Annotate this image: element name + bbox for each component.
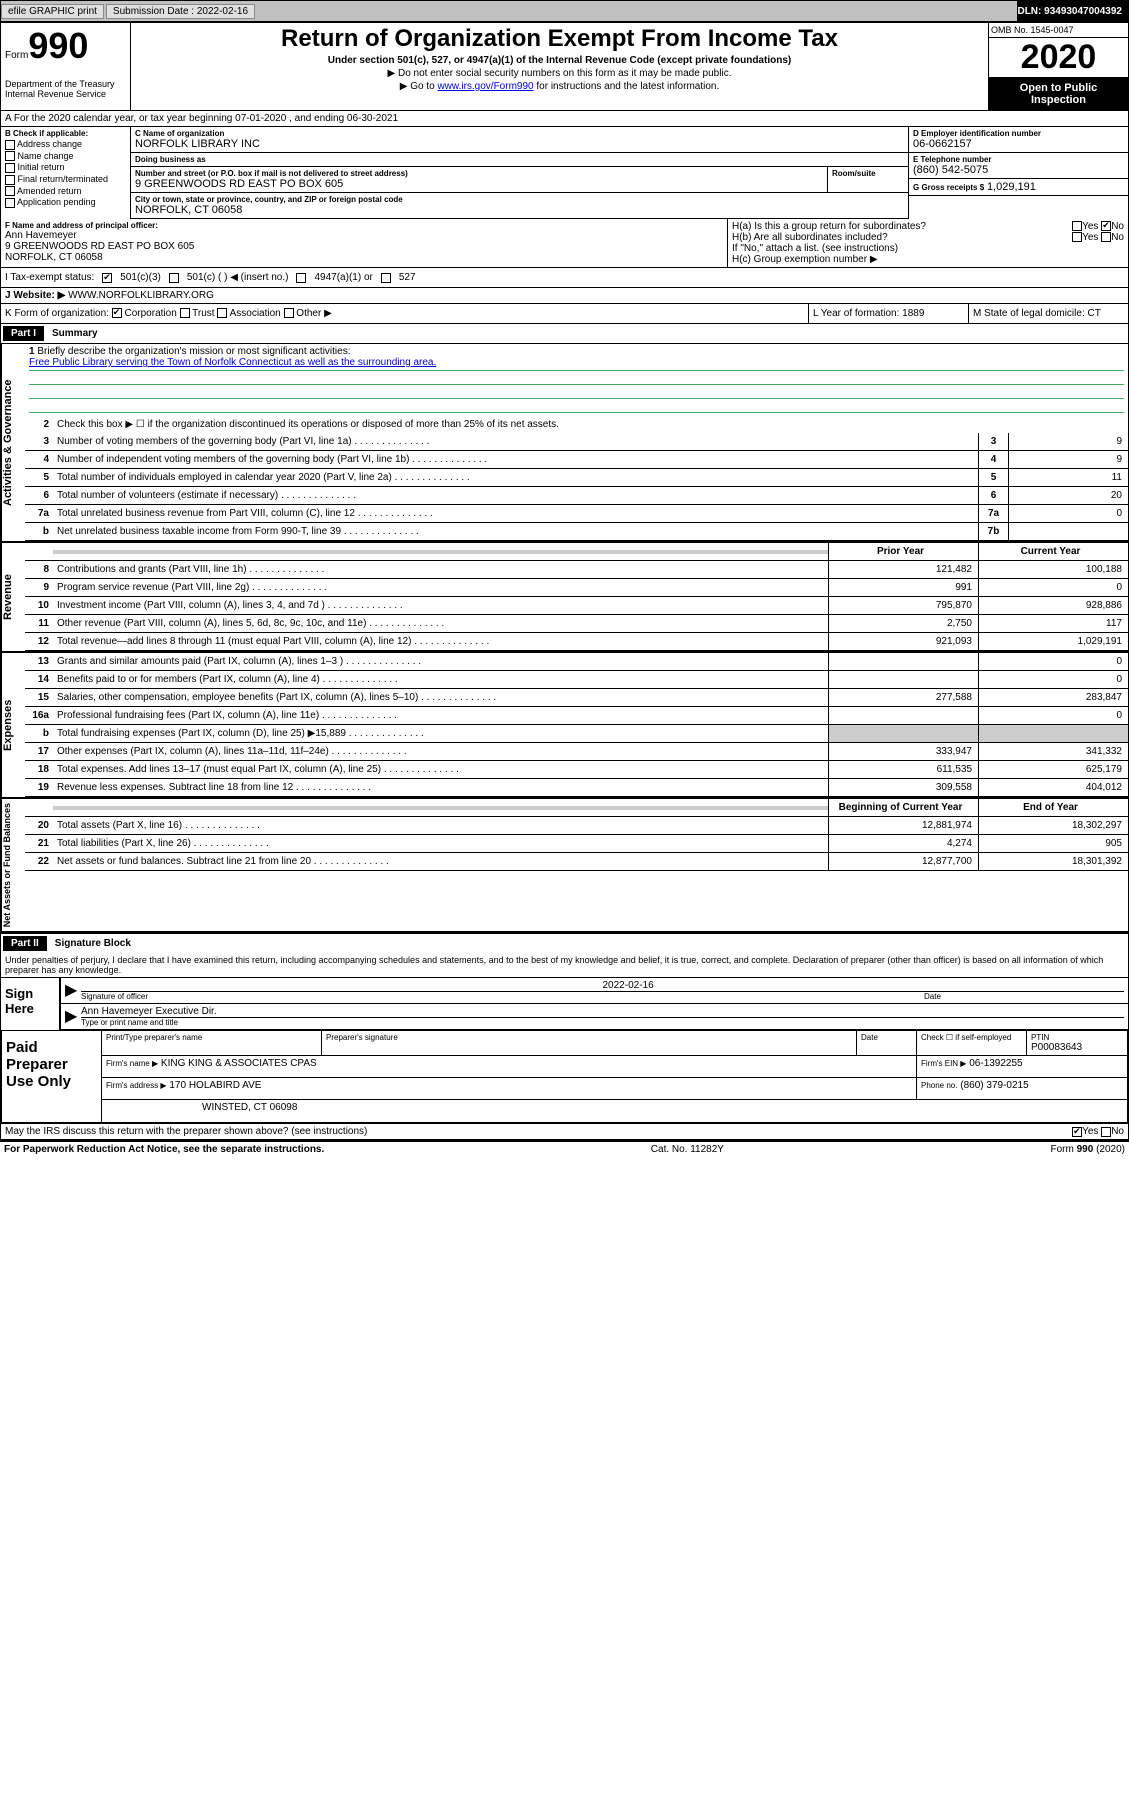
efile-btn[interactable]: efile GRAPHIC print [1, 4, 104, 19]
instr-2: ▶ Go to www.irs.gov/Form990 for instruct… [137, 81, 982, 92]
gross-receipts: 1,029,191 [987, 181, 1036, 193]
instr-1: ▶ Do not enter social security numbers o… [137, 68, 982, 79]
footer: For Paperwork Reduction Act Notice, see … [0, 1140, 1129, 1157]
ein: 06-0662157 [913, 138, 1124, 150]
row-k: K Form of organization: Corporation Trus… [0, 304, 1129, 324]
side-expenses: Expenses [1, 653, 25, 797]
form-title: Return of Organization Exempt From Incom… [137, 25, 982, 53]
street: 9 GREENWOODS RD EAST PO BOX 605 [135, 178, 823, 190]
form-number: Form990 [5, 25, 126, 67]
row-i: I Tax-exempt status: 501(c)(3) 501(c) ( … [0, 268, 1129, 288]
officer-name: Ann Havemeyer [5, 230, 723, 241]
officer-name-title: Ann Havemeyer Executive Dir. [81, 1006, 1124, 1018]
form-subtitle: Under section 501(c), 527, or 4947(a)(1)… [137, 55, 982, 66]
row-j: J Website: ▶ WWW.NORFOLKLIBRARY.ORG [0, 288, 1129, 304]
website: WWW.NORFOLKLIBRARY.ORG [68, 290, 214, 301]
topbar: efile GRAPHIC print Submission Date : 20… [0, 0, 1129, 22]
open-inspection: Open to Public Inspection [989, 78, 1128, 110]
side-netassets: Net Assets or Fund Balances [1, 799, 25, 931]
paid-preparer: Paid Preparer Use Only [2, 1031, 102, 1122]
mission-text: Free Public Library serving the Town of … [29, 357, 1124, 371]
instr-link[interactable]: www.irs.gov/Form990 [437, 81, 533, 92]
state-domicile: CT [1088, 308, 1101, 319]
col-c: C Name of organizationNORFOLK LIBRARY IN… [131, 127, 908, 219]
col-b: B Check if applicable: Address change Na… [1, 127, 131, 219]
form-header: Form990 Department of the Treasury Inter… [0, 22, 1129, 111]
omb: OMB No. 1545-0047 [989, 23, 1128, 38]
row-fg: F Name and address of principal officer:… [0, 219, 1129, 268]
part-2: Part IISignature Block Under penalties o… [0, 932, 1129, 1140]
identity-grid: B Check if applicable: Address change Na… [0, 127, 1129, 219]
dln: DLN: 93493047004392 [1017, 1, 1128, 21]
firm-ein: 06-1392255 [969, 1058, 1022, 1069]
phone: (860) 542-5075 [913, 164, 1124, 176]
ptin: P00083643 [1031, 1042, 1123, 1053]
submission-btn[interactable]: Submission Date : 2022-02-16 [106, 4, 255, 19]
row-a: A For the 2020 calendar year, or tax yea… [0, 111, 1129, 127]
city: NORFOLK, CT 06058 [135, 204, 904, 216]
side-governance: Activities & Governance [1, 344, 25, 541]
firm-phone: (860) 379-0215 [960, 1080, 1028, 1091]
part-1: Part ISummary Activities & Governance 1 … [0, 324, 1129, 932]
department: Department of the Treasury Internal Reve… [5, 79, 126, 99]
org-name: NORFOLK LIBRARY INC [135, 138, 904, 150]
side-revenue: Revenue [1, 543, 25, 651]
col-right: D Employer identification number06-06621… [908, 127, 1128, 219]
year-formation: 1889 [902, 308, 924, 319]
tax-year: 2020 [989, 38, 1128, 78]
sign-here: Sign Here [1, 978, 61, 1030]
firm-name: KING KING & ASSOCIATES CPAS [161, 1058, 317, 1069]
